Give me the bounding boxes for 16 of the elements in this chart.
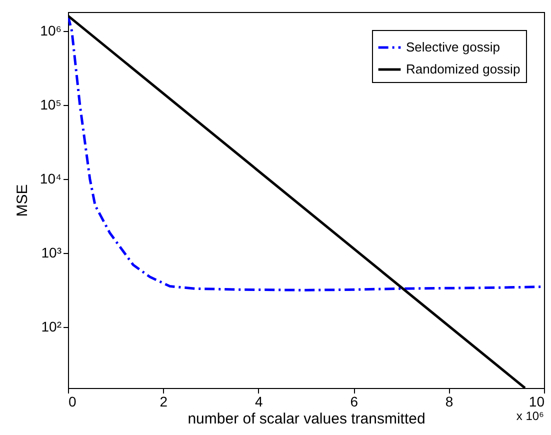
y-tick-label: 10⁴: [40, 170, 62, 186]
x-axis-title: number of scalar values transmitted: [188, 410, 426, 428]
legend-label: Selective gossip: [406, 40, 500, 54]
x-tick-label: 10: [528, 394, 545, 410]
x-tick-label: 4: [255, 394, 263, 410]
x-tick-label: 2: [160, 394, 168, 410]
y-axis-title: MSE: [14, 184, 31, 217]
y-tick-label: 10²: [41, 318, 62, 335]
x-tick-label: 6: [350, 394, 358, 410]
y-tick-label: 10³: [41, 244, 62, 260]
x-tick-label: 8: [445, 394, 454, 410]
legend-label: Randomized gossip: [406, 62, 520, 76]
y-tick-label: 10⁶: [40, 22, 62, 38]
y-tick-label: 10⁵: [40, 96, 62, 112]
x-tick-label: 0: [68, 394, 76, 410]
text: x 10⁶: [516, 409, 544, 423]
